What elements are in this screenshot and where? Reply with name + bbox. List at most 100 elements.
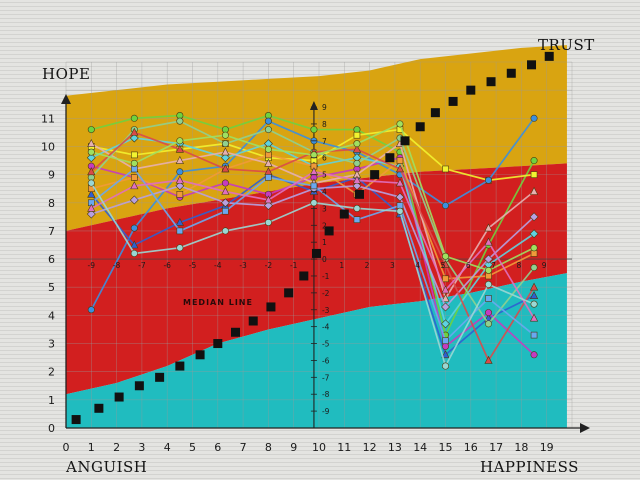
center-axis-tick-label: -6 xyxy=(322,356,330,365)
median-marker xyxy=(71,415,81,425)
data-point xyxy=(485,176,493,184)
scanline xyxy=(0,22,640,23)
data-point xyxy=(353,126,361,134)
data-point xyxy=(484,355,493,364)
y-tick-label: 11 xyxy=(41,112,55,125)
horizontal-tick-label: 1 xyxy=(339,261,344,270)
data-point xyxy=(265,151,272,159)
label-anguish: ANGUISH xyxy=(66,458,148,476)
data-point xyxy=(396,207,404,215)
median-marker xyxy=(299,271,309,281)
x-tick-label: 0 xyxy=(63,441,70,454)
horizontal-tick-label: 5 xyxy=(441,261,446,270)
data-point xyxy=(441,252,449,260)
data-point xyxy=(353,159,361,167)
horizontal-tick-label: 9 xyxy=(542,261,547,270)
data-point xyxy=(176,244,184,252)
x-tick-label: 18 xyxy=(514,441,528,454)
data-point xyxy=(395,164,405,173)
data-point xyxy=(484,254,493,264)
data-point xyxy=(530,114,538,122)
scanline xyxy=(0,458,640,459)
data-point xyxy=(264,117,272,125)
median-marker xyxy=(400,136,410,146)
scanline xyxy=(0,474,640,475)
center-axis-tick-label: -3 xyxy=(322,306,330,315)
label-trust: TRUST xyxy=(538,36,595,54)
center-axis-tick-label: 7 xyxy=(322,137,327,146)
scanline xyxy=(0,14,640,15)
scanline xyxy=(0,438,640,439)
data-point xyxy=(441,350,450,359)
data-point xyxy=(484,223,493,232)
x-tick-label: 4 xyxy=(164,441,171,454)
scanline xyxy=(0,74,640,75)
x-tick-label: 19 xyxy=(540,441,554,454)
data-point xyxy=(530,244,538,252)
scanline xyxy=(0,26,640,27)
scanline xyxy=(0,58,640,59)
data-point xyxy=(441,362,449,370)
data-point xyxy=(530,157,538,165)
data-point xyxy=(396,157,404,164)
data-point xyxy=(87,126,95,134)
center-axis-tick-label: 8 xyxy=(322,120,327,129)
data-point xyxy=(131,174,138,181)
horizontal-tick-label: 2 xyxy=(365,261,370,270)
data-point xyxy=(176,168,184,176)
median-marker xyxy=(339,209,349,219)
center-axis-tick-label: 9 xyxy=(322,103,327,112)
data-point xyxy=(130,249,138,257)
data-point xyxy=(530,331,538,339)
median-marker xyxy=(231,327,241,337)
data-point xyxy=(530,351,538,359)
x-tick-label: 11 xyxy=(337,441,351,454)
x-tick-label: 14 xyxy=(413,441,427,454)
data-point xyxy=(529,291,539,299)
horizontal-tick-label: -9 xyxy=(88,261,96,270)
median-line-label: MEDIAN LINE xyxy=(183,298,253,307)
data-point xyxy=(529,229,539,239)
median-marker xyxy=(155,372,165,382)
data-point xyxy=(485,295,492,302)
data-point xyxy=(530,300,538,308)
x-tick-label: 10 xyxy=(312,441,326,454)
x-tick-label: 15 xyxy=(439,441,453,454)
median-marker xyxy=(448,96,458,106)
horizontal-tick-label: -4 xyxy=(214,261,222,270)
median-marker xyxy=(175,361,185,371)
data-point xyxy=(264,218,272,226)
data-point xyxy=(353,216,361,223)
data-point xyxy=(176,117,184,125)
scanline xyxy=(0,466,640,467)
scanline xyxy=(0,30,640,31)
data-point xyxy=(221,227,229,235)
zone-gold xyxy=(66,45,567,231)
data-point xyxy=(175,155,184,164)
tick-labels: 0 1 2 3 4 5 6 7 8 9 10 11 12 13 14 15 16 17 18 190123456789… xyxy=(41,103,554,454)
scanline xyxy=(0,478,640,479)
data-point xyxy=(529,212,539,222)
scanline xyxy=(0,6,640,7)
data-series xyxy=(86,111,539,370)
center-axis-tick-label: -5 xyxy=(322,340,330,349)
data-point xyxy=(130,159,138,167)
y-tick-label: 6 xyxy=(48,253,55,266)
horizontal-tick-label: -6 xyxy=(163,261,171,270)
center-axis-tick-label: -2 xyxy=(322,289,330,298)
x-tick-label: 1 xyxy=(88,441,95,454)
center-axis-tick-label: 1 xyxy=(322,238,327,247)
scanline xyxy=(0,434,640,435)
data-point xyxy=(485,272,492,280)
data-point xyxy=(530,250,538,257)
data-point xyxy=(222,207,229,215)
median-marker xyxy=(544,51,554,61)
data-point xyxy=(86,209,96,219)
data-point xyxy=(87,189,96,198)
x-axis-arrow xyxy=(580,423,590,433)
data-point xyxy=(484,237,493,246)
x-tick-label: 9 xyxy=(290,441,297,454)
data-point xyxy=(442,165,449,173)
data-point xyxy=(130,240,139,249)
center-axis-tick-label: 6 xyxy=(322,154,327,163)
